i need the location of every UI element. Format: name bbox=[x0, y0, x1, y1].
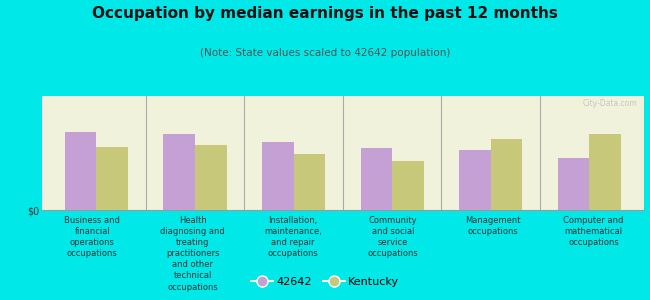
Bar bbox=[262, 142, 294, 210]
Bar bbox=[491, 140, 522, 210]
Text: Community
and social
service
occupations: Community and social service occupations bbox=[368, 216, 419, 258]
Legend: 42642, Kentucky: 42642, Kentucky bbox=[246, 273, 404, 291]
Text: Health
diagnosing and
treating
practitioners
and other
technical
occupations: Health diagnosing and treating practitio… bbox=[160, 216, 225, 292]
Text: Occupation by median earnings in the past 12 months: Occupation by median earnings in the pas… bbox=[92, 6, 558, 21]
Bar bbox=[361, 148, 392, 210]
Text: Computer and
mathematical
occupations: Computer and mathematical occupations bbox=[563, 216, 623, 247]
Bar bbox=[459, 150, 491, 210]
Bar bbox=[96, 147, 128, 210]
Text: Business and
financial
operations
occupations: Business and financial operations occupa… bbox=[64, 216, 120, 258]
Bar bbox=[65, 132, 96, 210]
Text: City-Data.com: City-Data.com bbox=[583, 99, 638, 108]
Bar bbox=[164, 134, 195, 210]
Bar bbox=[392, 161, 424, 210]
Bar bbox=[195, 145, 227, 210]
Bar bbox=[294, 154, 325, 210]
Bar bbox=[590, 134, 621, 210]
Text: Management
occupations: Management occupations bbox=[465, 216, 521, 236]
Text: Installation,
maintenance,
and repair
occupations: Installation, maintenance, and repair oc… bbox=[264, 216, 322, 258]
Text: (Note: State values scaled to 42642 population): (Note: State values scaled to 42642 popu… bbox=[200, 48, 450, 58]
Bar bbox=[558, 158, 590, 210]
